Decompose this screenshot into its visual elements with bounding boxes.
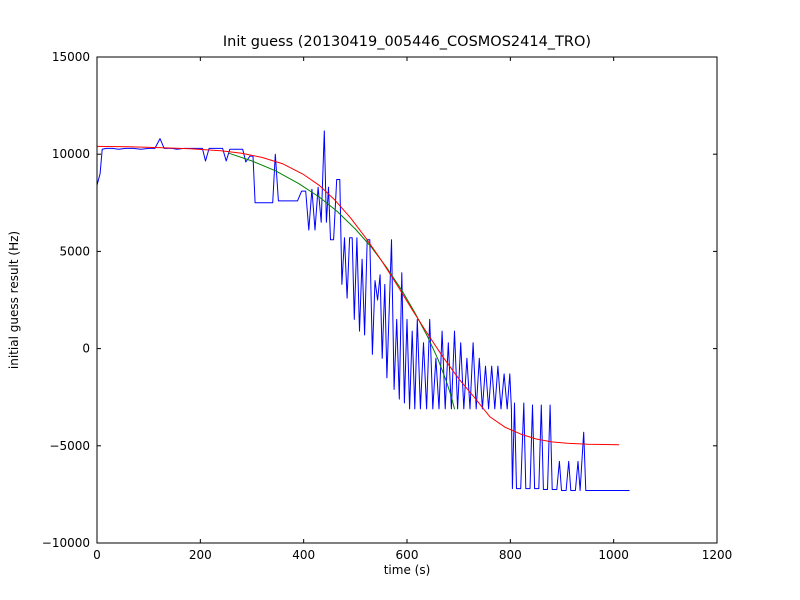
- series-initial-guess-data: [96, 130, 630, 491]
- x-tick-label: 1200: [702, 548, 733, 562]
- x-tick-label: 400: [292, 548, 315, 562]
- y-tick-label: −10000: [42, 536, 90, 550]
- x-tick-label: 800: [499, 548, 522, 562]
- x-tick-label: 600: [396, 548, 419, 562]
- x-axis-label: time (s): [384, 563, 431, 577]
- x-tick-label: 0: [93, 548, 101, 562]
- y-axis-label: initial guess result (Hz): [7, 231, 21, 369]
- chart-title: Init guess (20130419_005446_COSMOS2414_T…: [223, 34, 591, 50]
- y-tick-label: −5000: [49, 439, 90, 453]
- x-tick-label: 1000: [598, 548, 629, 562]
- y-tick-label: 15000: [52, 50, 90, 64]
- series-fit-red: [96, 145, 620, 446]
- y-tick-label: 0: [82, 342, 90, 356]
- x-tick-label: 200: [189, 548, 212, 562]
- y-tick-label: 10000: [52, 147, 90, 161]
- y-tick-label: 5000: [59, 244, 90, 258]
